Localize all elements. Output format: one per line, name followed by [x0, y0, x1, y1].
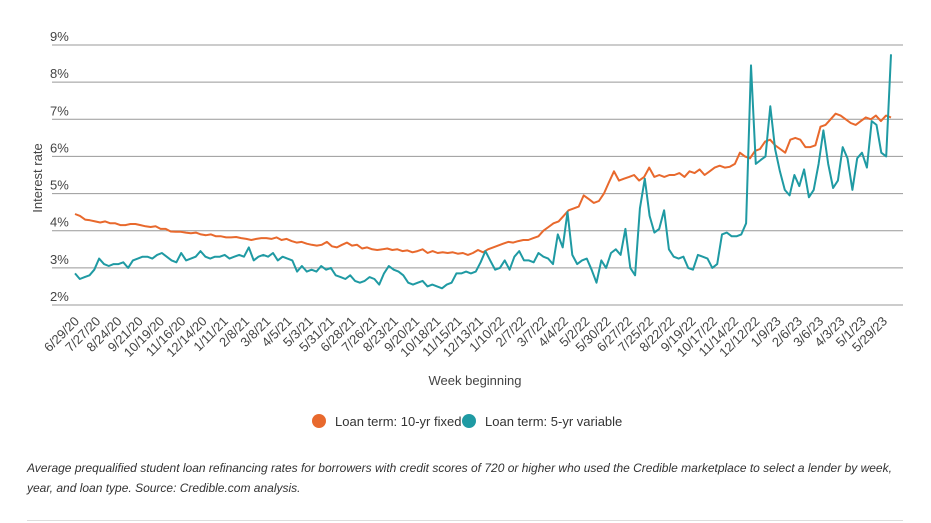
gridlines	[52, 44, 903, 306]
x-axis-label: Week beginning	[429, 373, 522, 388]
y-axis-label: Interest rate	[30, 143, 45, 212]
y-tick-label: 7%	[50, 103, 69, 118]
line-chart: 9% 8% 7% 6% 5% 4% 3% 2% 6/29/207/27/208/24/209/…	[30, 29, 903, 429]
legend-item-10yr-fixed[interactable]: Loan term: 10-yr fixed	[312, 414, 461, 429]
legend-item-5yr-variable[interactable]: Loan term: 5-yr variable	[462, 414, 622, 429]
series-lines	[74, 54, 892, 290]
legend-label: Loan term: 10-yr fixed	[335, 414, 461, 429]
divider	[27, 520, 903, 521]
y-tick-label: 6%	[50, 140, 69, 155]
y-tick-label: 8%	[50, 66, 69, 81]
chart-caption: Average prequalified student loan refina…	[27, 461, 892, 495]
y-tick-label: 5%	[50, 178, 69, 193]
legend: Loan term: 10-yr fixed Loan term: 5-yr v…	[312, 414, 622, 429]
y-tick-labels: 9% 8% 7% 6% 5% 4% 3% 2%	[50, 29, 69, 304]
legend-swatch	[462, 414, 476, 428]
legend-label: Loan term: 5-yr variable	[485, 414, 622, 429]
x-tick-labels: 6/29/207/27/208/24/209/21/2010/19/2011/1…	[41, 314, 890, 360]
y-tick-label: 3%	[50, 252, 69, 267]
y-tick-label: 2%	[50, 289, 69, 304]
y-tick-label: 9%	[50, 29, 69, 44]
series-line-1	[74, 54, 892, 290]
legend-swatch	[312, 414, 326, 428]
series-line-0	[74, 112, 892, 256]
y-tick-label: 4%	[50, 215, 69, 230]
